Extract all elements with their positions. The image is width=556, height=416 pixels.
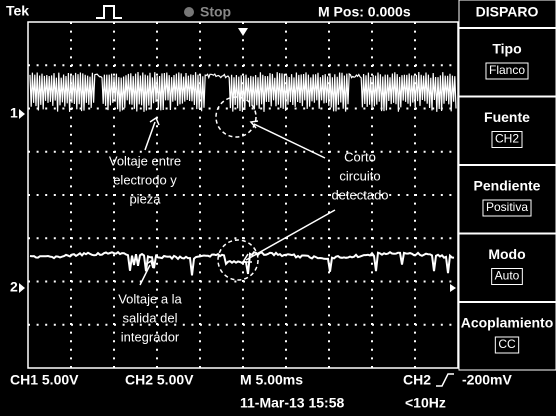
frequency: <10Hz (405, 395, 446, 411)
timebase: M 5.00ms (240, 372, 303, 388)
annotation-text: Corto (344, 149, 376, 164)
ch2-marker: 2 (10, 279, 18, 295)
annotation-text: electrodo y (113, 172, 177, 187)
menu-label: Acoplamiento (461, 315, 554, 331)
menu-label: Pendiente (474, 178, 541, 194)
annotation-text: circuito (339, 168, 380, 183)
menu-value: Positiva (486, 200, 528, 214)
annotation-text: pieza (129, 191, 161, 206)
menu-value: Flanco (489, 63, 525, 77)
menu-label: Modo (488, 246, 525, 262)
ch1-scale: CH1 5.00V (10, 372, 79, 388)
annotation-text: integrador (121, 329, 180, 344)
menu-label: Tipo (492, 41, 521, 57)
date-time: 11-Mar-13 15:58 (240, 395, 345, 411)
horizontal-position: M Pos: 0.000s (318, 4, 411, 20)
trigger-level: -200mV (462, 372, 512, 388)
annotation-text: salida del (123, 310, 178, 325)
annotation-text: Voltaje a la (118, 291, 182, 306)
menu-value: CH2 (495, 132, 519, 146)
brand: Tek (6, 3, 29, 19)
oscilloscope-screen: Tek Stop M Pos: 0.000s DISPARO Tipo Flanc… (0, 0, 556, 416)
ch1-marker: 1 (10, 105, 18, 121)
run-state: Stop (200, 4, 231, 20)
menu-value: CC (498, 337, 516, 351)
annotation-text: Voltaje entre (109, 153, 181, 168)
menu-title: DISPARO (476, 4, 539, 20)
menu-value: Auto (495, 269, 520, 283)
stop-icon (184, 7, 194, 17)
menu-label: Fuente (484, 109, 530, 125)
annotation-text: detectado (331, 187, 388, 202)
trigger-source: CH2 (403, 372, 431, 388)
ch2-scale: CH2 5.00V (125, 372, 194, 388)
